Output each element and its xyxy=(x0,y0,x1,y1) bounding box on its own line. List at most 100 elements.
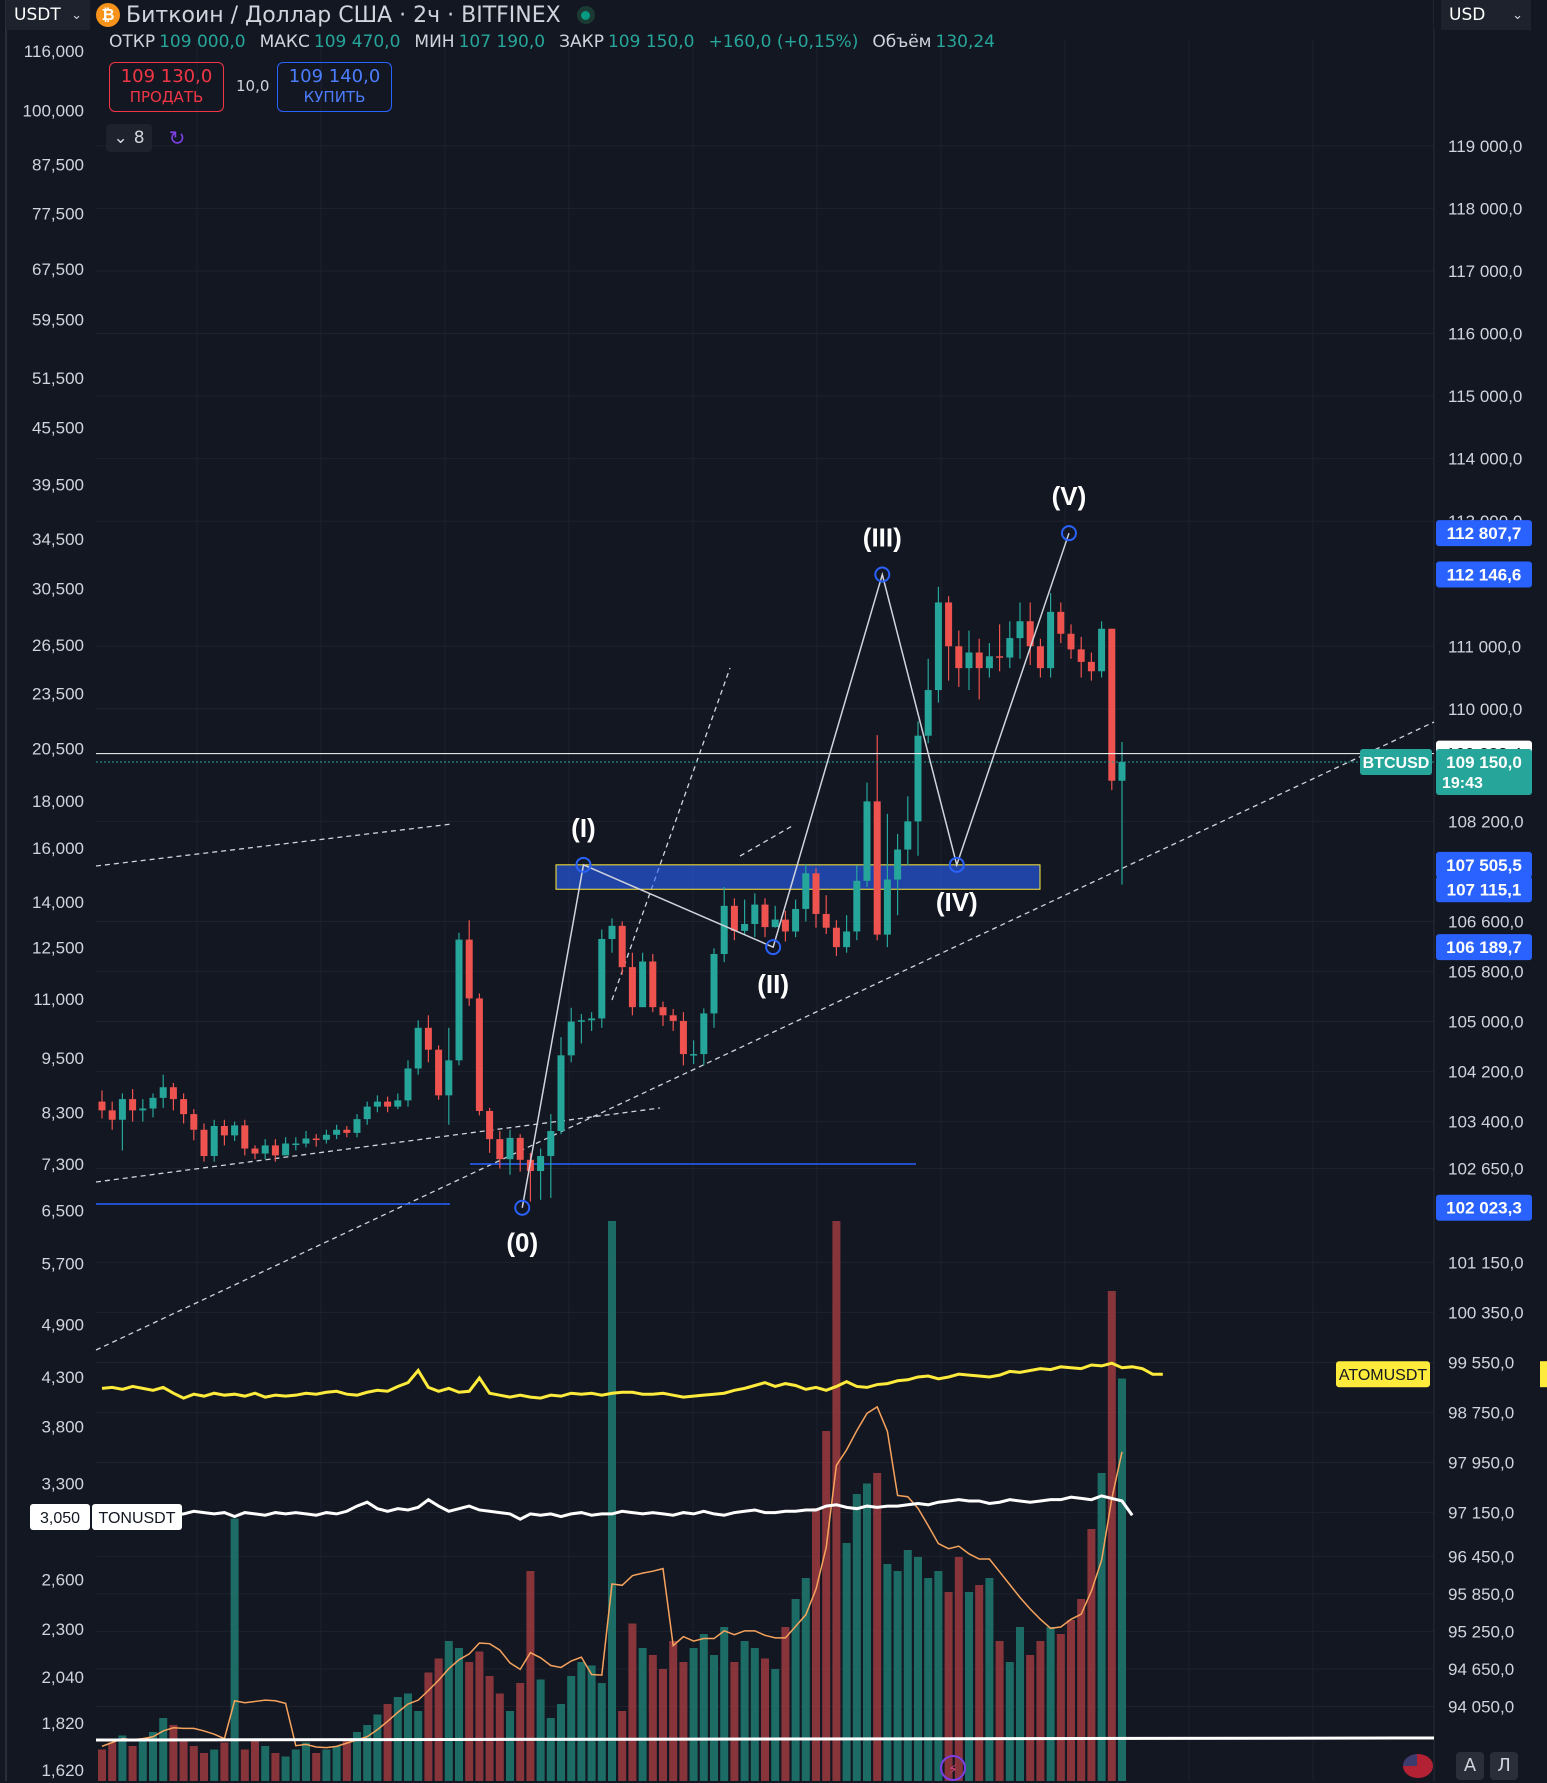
candle-body xyxy=(282,1143,290,1156)
auto-scale-button[interactable]: A xyxy=(1456,1752,1484,1780)
indicators-toggle-button[interactable]: ⌄ 8 xyxy=(106,124,152,152)
volume-bar xyxy=(740,1641,749,1781)
volume-bar xyxy=(353,1732,361,1781)
volume-bar xyxy=(965,1592,973,1781)
volume-bar xyxy=(812,1508,820,1781)
right-axis-tick-label: 105 000,0 xyxy=(1448,1013,1524,1032)
volume-bar xyxy=(720,1627,729,1781)
ohlc-label: ЗАКР xyxy=(559,32,604,52)
candle-body xyxy=(1087,661,1095,672)
candle-body xyxy=(271,1145,279,1156)
ohlc-label: МАКС xyxy=(259,32,310,52)
candle-body xyxy=(639,961,647,1008)
right-axis-tick-label: 116 000,0 xyxy=(1448,325,1522,344)
price-tag-label: 107 115,1 xyxy=(1447,880,1522,899)
volume-bar xyxy=(903,1550,912,1781)
candle-body xyxy=(761,904,769,928)
candle-body xyxy=(1006,638,1014,658)
price-tag-label: 112 807,7 xyxy=(1447,524,1522,543)
volume-bar xyxy=(118,1735,127,1781)
volume-bar xyxy=(1036,1641,1045,1781)
support-zone xyxy=(555,864,1041,890)
volume-bar xyxy=(404,1693,412,1781)
bitcoin-icon: ₿ xyxy=(96,3,120,27)
left-axis-tick-label: 1,620 xyxy=(41,1761,84,1780)
candle-body xyxy=(506,1137,514,1160)
left-axis-tick-label: 34,500 xyxy=(32,530,84,549)
left-currency-select[interactable]: USDT ⌄ xyxy=(6,0,90,30)
trend-line-dashed xyxy=(611,667,731,1001)
lightning-icon[interactable]: ⚡ xyxy=(940,1755,966,1781)
candle-body xyxy=(108,1110,116,1120)
sell-button[interactable]: 109 130,0 ПРОДАТЬ xyxy=(109,62,224,112)
volume-bar xyxy=(628,1623,637,1781)
horizontal-ray-line xyxy=(95,1736,1435,1742)
volume-bar xyxy=(597,1683,606,1781)
volume-bar xyxy=(444,1641,453,1781)
left-axis-tick-label: 8,300 xyxy=(41,1103,84,1122)
log-scale-button[interactable]: Л xyxy=(1490,1752,1518,1780)
volume-bar xyxy=(332,1746,341,1781)
ohlc-value: 109 470,0 xyxy=(313,32,401,52)
refresh-icon[interactable]: ↻ xyxy=(168,126,186,150)
candle-body xyxy=(730,905,738,931)
left-axis-tick-label: 1,820 xyxy=(41,1714,84,1733)
volume-bar xyxy=(546,1718,555,1781)
candle-body xyxy=(465,939,473,999)
candle-body xyxy=(159,1087,167,1098)
volume-bar xyxy=(1097,1473,1106,1781)
candle-body xyxy=(129,1099,137,1111)
volume-bar xyxy=(506,1711,514,1781)
trend-line-dashed xyxy=(95,1107,661,1183)
symbol-title[interactable]: Биткоин / Доллар США · 2ч · BITFINEX xyxy=(126,2,561,28)
right-currency-select[interactable]: USD ⌄ xyxy=(1441,0,1531,30)
volume-bar xyxy=(1077,1599,1086,1781)
volume-bar xyxy=(516,1683,525,1781)
candle-body xyxy=(169,1087,177,1100)
volume-bar xyxy=(179,1739,188,1781)
symbol-tag xyxy=(1360,748,1432,775)
volume-bar xyxy=(1016,1627,1024,1781)
right-axis-tick-label: 98 750,0 xyxy=(1448,1403,1514,1422)
candle-body xyxy=(516,1137,524,1160)
right-axis-tick-label: 97 950,0 xyxy=(1448,1454,1514,1473)
us-flag-icon[interactable] xyxy=(1403,1754,1433,1778)
left-axis-tick-label: 18,000 xyxy=(32,792,84,811)
symbol-header[interactable]: ₿ Биткоин / Доллар США · 2ч · BITFINEX xyxy=(96,0,595,30)
ohlc-label: МИН xyxy=(414,32,455,52)
candle-body xyxy=(618,925,626,968)
volume-bar xyxy=(1026,1655,1035,1781)
volume-bar xyxy=(852,1494,861,1781)
left-axis-tick-label: 2,040 xyxy=(41,1668,84,1687)
elliott-wave-line xyxy=(521,532,1070,1208)
volume-bar xyxy=(312,1753,321,1781)
wave-point xyxy=(1060,525,1077,542)
last-price-tag xyxy=(1436,748,1532,795)
price-tag xyxy=(1436,934,1532,961)
volume-bar xyxy=(832,1221,841,1781)
market-open-icon xyxy=(576,6,595,24)
volume-bar xyxy=(985,1578,994,1781)
volume-bar xyxy=(383,1704,392,1781)
buy-button[interactable]: 109 140,0 КУПИТЬ xyxy=(277,62,392,112)
volume-bar xyxy=(699,1634,708,1781)
candle-body xyxy=(435,1049,443,1096)
volume-bar xyxy=(220,1742,229,1781)
volume-bar xyxy=(689,1648,698,1781)
wave-point xyxy=(765,939,782,956)
wave-point xyxy=(874,566,891,583)
right-axis-tick-label: 97 150,0 xyxy=(1448,1504,1514,1523)
volume-bar xyxy=(230,1518,239,1781)
volume-bar xyxy=(169,1725,178,1781)
candle-body xyxy=(1026,621,1034,647)
ohlc-value: 107 190,0 xyxy=(458,32,546,52)
volume-bar xyxy=(149,1732,157,1781)
right-axis-tick-label: 104 200,0 xyxy=(1448,1063,1524,1082)
candle-body xyxy=(200,1129,208,1157)
wave-label: (V) xyxy=(1052,481,1087,511)
chevron-down-icon: ⌄ xyxy=(1512,7,1523,23)
volume-bar xyxy=(944,1592,953,1781)
candle-body xyxy=(669,1015,677,1021)
